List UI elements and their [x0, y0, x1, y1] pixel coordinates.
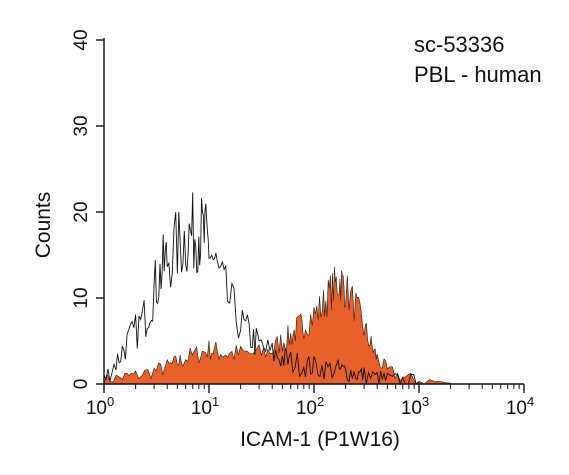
series-layer — [103, 192, 451, 386]
x-tick-label-3: 103 — [401, 394, 429, 419]
x-tick-label-1: 101 — [191, 394, 219, 419]
series-1-filled-histogram — [103, 266, 451, 385]
y-tick-label-30: 30 — [71, 115, 92, 136]
y-tick-label-40: 40 — [71, 29, 92, 50]
x-tick-label-2: 102 — [296, 394, 324, 419]
y-tick-label-0: 0 — [71, 379, 92, 390]
x-tick-label-4: 104 — [506, 394, 534, 419]
annotation-sample-id: sc-53336 — [414, 32, 505, 57]
x-tick-label-0: 100 — [86, 394, 114, 419]
annotation-sample-type: PBL - human — [414, 62, 542, 87]
y-tick-label-20: 20 — [71, 201, 92, 222]
series-0-outline-histogram — [103, 192, 420, 386]
x-axis-label: ICAM-1 (P1W16) — [240, 428, 400, 451]
axis-layer: 0 10 20 30 40 100 101 102 103 104 — [71, 29, 534, 419]
y-tick-label-10: 10 — [71, 287, 92, 308]
y-axis-label: Counts — [32, 192, 55, 259]
